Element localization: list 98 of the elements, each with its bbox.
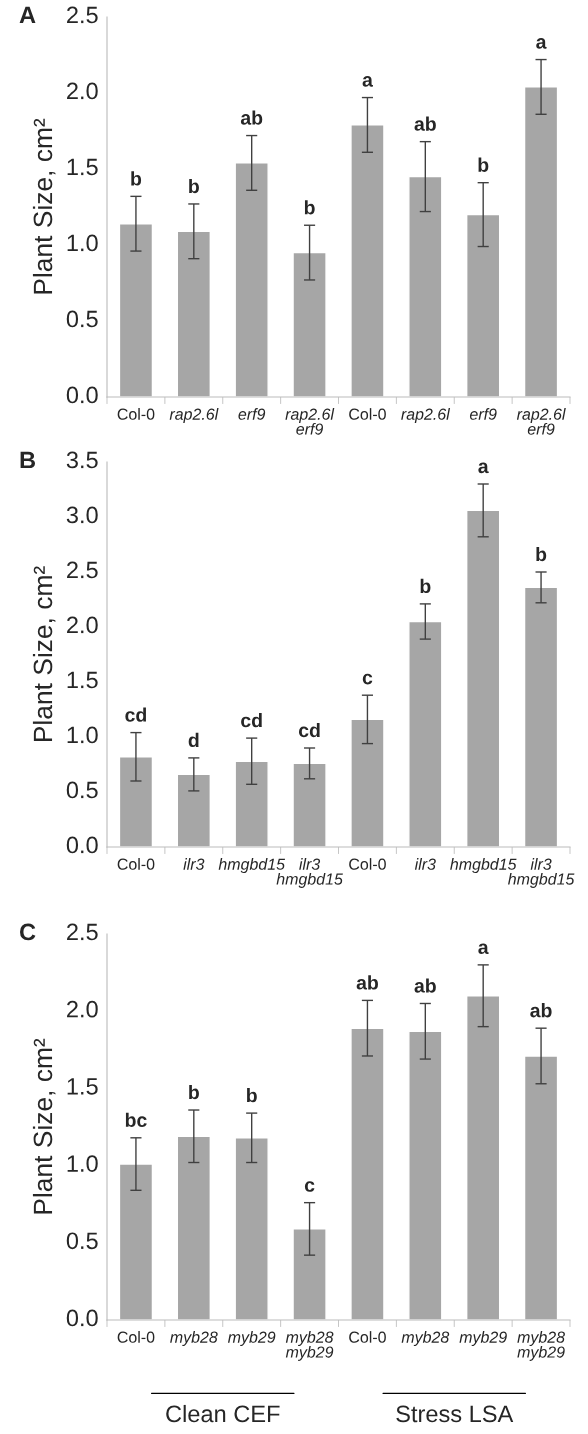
data-label: a	[362, 76, 373, 87]
x-tick-label: rap2.6l	[401, 408, 451, 423]
chart-title: A	[19, 6, 36, 24]
bar	[176, 230, 212, 397]
text: Stress LSA	[396, 1405, 514, 1423]
bar	[234, 760, 269, 847]
y-tick-label: 0.0	[66, 1309, 98, 1327]
bar	[118, 756, 154, 847]
data-label: b	[131, 171, 142, 186]
y-tick-label: 0.0	[66, 386, 98, 404]
bar	[292, 1228, 327, 1320]
bar	[465, 995, 501, 1320]
bar	[234, 1137, 269, 1320]
text: Clean CEF	[166, 1404, 280, 1423]
bar	[234, 162, 269, 397]
bar	[408, 175, 443, 397]
data-label: b	[247, 1088, 257, 1103]
data-label: b	[420, 578, 431, 594]
y-tick-label: 2.0	[67, 1000, 98, 1018]
x-tick-label: ilr3	[414, 858, 436, 870]
bar	[523, 586, 559, 847]
chart-title: B	[20, 451, 36, 469]
bar	[350, 124, 385, 397]
y-tick-label: 0.5	[66, 781, 98, 799]
x-tick-label: myb28	[170, 1331, 218, 1346]
x-tick-label: Col-0	[117, 1331, 155, 1343]
bar	[292, 251, 327, 397]
x-tick-label: Col-0	[349, 1331, 386, 1343]
data-label: a	[478, 462, 489, 474]
y-tick-label: 0.5	[66, 1232, 98, 1250]
x-tick-label: myb28 myb29	[285, 1331, 334, 1361]
y-tick-label: 2.5	[67, 923, 98, 941]
y-tick-label: 1.0	[67, 1155, 98, 1172]
bar	[176, 773, 212, 847]
chart-title: C	[20, 923, 36, 941]
data-label: ab	[240, 110, 263, 125]
x-tick-label: Col-0	[349, 858, 386, 870]
data-label: cd	[125, 707, 146, 722]
y-tick-label: 1.0	[67, 234, 98, 252]
y-axis-title: Plant Size, cm²	[32, 566, 56, 742]
y-tick-label: 2.0	[67, 82, 98, 100]
y-axis-title: Plant Size, cm²	[32, 1038, 56, 1214]
data-label: ab	[414, 116, 436, 131]
bar	[176, 1135, 212, 1320]
x-tick-label: rap2.6l	[169, 408, 219, 423]
x-tick-label: Col-0	[349, 408, 386, 420]
data-label: ab	[414, 978, 436, 993]
y-tick-label: 2.0	[67, 616, 98, 634]
y-tick-label: 2.5	[67, 6, 98, 24]
x-tick-label: Col-0	[117, 858, 155, 870]
data-label: ab	[356, 975, 378, 990]
bar	[118, 1163, 154, 1320]
x-tick-label: myb29	[227, 1331, 276, 1346]
bar	[408, 1030, 443, 1320]
bar	[350, 718, 385, 847]
x-tick-label: myb28	[401, 1331, 450, 1346]
bar	[292, 762, 327, 847]
bar	[523, 86, 559, 397]
y-tick-label: 1.5	[67, 671, 98, 689]
data-label: b	[189, 1084, 199, 1100]
x-tick-label: hmgbd15	[450, 858, 517, 873]
data-label: ab	[530, 1003, 552, 1018]
data-label: d	[188, 732, 199, 748]
bar	[350, 1027, 385, 1320]
x-tick-label: erf9	[469, 408, 497, 420]
bar	[118, 223, 154, 397]
x-tick-label: hmgbd15	[218, 858, 286, 873]
data-label: c	[304, 1181, 315, 1192]
bar	[465, 213, 501, 397]
y-tick-label: 1.5	[67, 158, 98, 176]
data-label: b	[189, 178, 199, 194]
x-tick-label: erf9	[238, 408, 266, 420]
y-axis-title: Plant Size, cm²	[32, 118, 56, 294]
x-tick-label: Col-0	[117, 408, 155, 420]
data-label: a	[536, 38, 547, 49]
data-label: cd	[241, 713, 262, 728]
x-tick-label: myb29	[459, 1331, 507, 1346]
y-tick-label: 0.0	[66, 836, 98, 854]
y-tick-label: 1.5	[67, 1078, 98, 1095]
bar	[523, 1055, 559, 1320]
y-tick-label: 3.0	[66, 506, 98, 524]
x-tick-label: ilr3	[183, 858, 205, 870]
data-label: a	[478, 943, 489, 955]
bar	[465, 509, 501, 847]
data-label: b	[478, 157, 489, 172]
data-label: b	[304, 200, 315, 215]
x-tick-label: rap2.6l erf9	[285, 408, 335, 435]
data-label: b	[536, 546, 547, 562]
y-tick-label: 2.5	[67, 561, 98, 579]
data-label: cd	[298, 722, 320, 738]
x-tick-label: myb28 myb29	[517, 1331, 565, 1361]
y-tick-label: 1.0	[67, 726, 98, 744]
data-label: c	[362, 673, 373, 685]
x-tick-label: rap2.6l erf9	[516, 408, 566, 435]
y-tick-label: 0.5	[66, 310, 98, 328]
data-label: bc	[125, 1112, 147, 1128]
bar	[408, 620, 443, 847]
y-tick-label: 3.5	[66, 451, 98, 469]
